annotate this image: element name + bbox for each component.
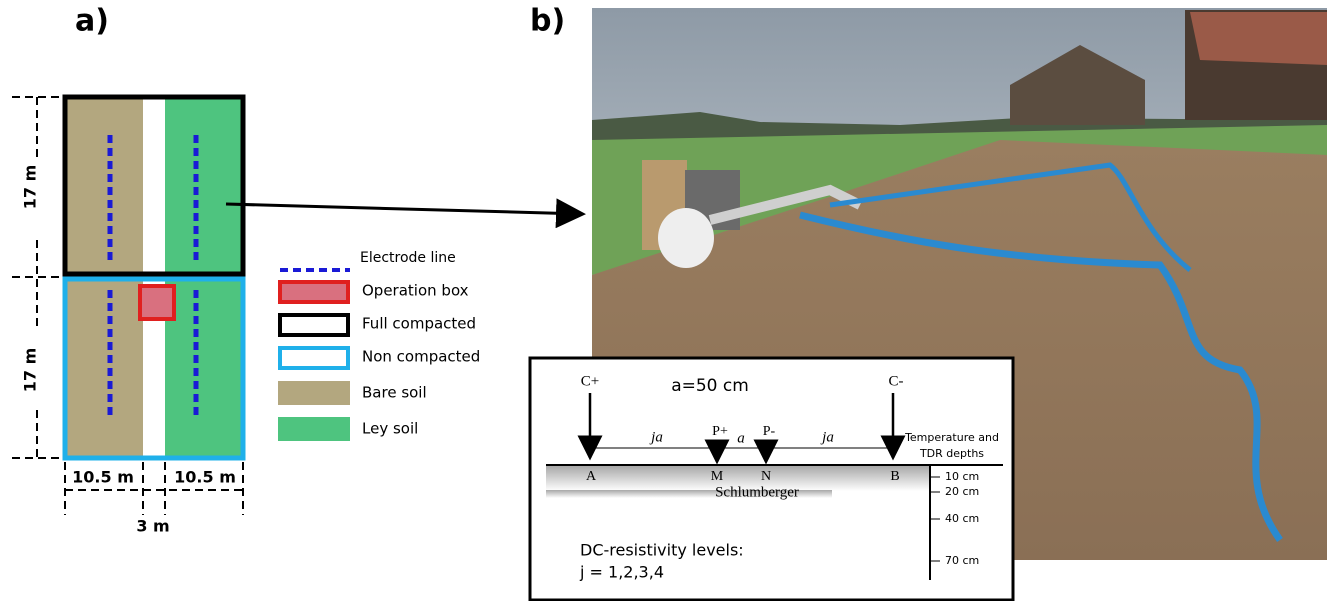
- legend-label: Bare soil: [362, 384, 427, 402]
- plot-bottom: [62, 276, 246, 461]
- dimension-lines: [12, 96, 244, 515]
- label: ja: [649, 429, 663, 445]
- dim-label: 17 m: [21, 348, 40, 393]
- label: 10 cm: [945, 470, 979, 483]
- operation-box: [138, 284, 176, 321]
- label: ja: [820, 429, 834, 445]
- inset: C+ C- a=50 cm ja P+ a P- ja A M N B Schl…: [528, 356, 1015, 602]
- dim-label: 17 m: [21, 165, 40, 210]
- legend-label: Electrode line: [360, 250, 456, 266]
- label: C+: [581, 373, 599, 389]
- label: 70 cm: [945, 554, 979, 567]
- label: N: [761, 469, 771, 484]
- dim-label: 10.5 m: [72, 468, 134, 487]
- label: j = 1,2,3,4: [579, 563, 664, 582]
- panel-label: b): [530, 4, 565, 39]
- legend-label: Non compacted: [362, 348, 480, 366]
- label: TDR depths: [919, 447, 984, 460]
- label: a: [737, 430, 745, 446]
- label: P-: [763, 424, 776, 439]
- legend-label: Full compacted: [362, 315, 476, 333]
- label: 20 cm: [945, 485, 979, 498]
- label: Temperature and: [904, 431, 999, 444]
- panel-label: a): [75, 4, 109, 39]
- label: A: [586, 469, 597, 484]
- label: P+: [712, 424, 728, 439]
- label: Schlumberger: [715, 484, 799, 500]
- pointer-arrow: [225, 198, 586, 229]
- legend-label: Ley soil: [362, 420, 418, 438]
- label: a=50 cm: [671, 376, 749, 396]
- label: M: [711, 469, 724, 484]
- dim-label: 3 m: [136, 517, 169, 536]
- plot-top: [62, 94, 246, 277]
- legend-label: Operation box: [362, 282, 469, 300]
- electrode-lines: [107, 135, 199, 416]
- label: DC-resistivity levels:: [580, 541, 744, 560]
- legend: Electrode line Operation box Full compac…: [278, 250, 480, 441]
- label: 40 cm: [945, 512, 979, 525]
- label: B: [890, 469, 899, 484]
- label: C-: [889, 373, 904, 389]
- dim-label: 10.5 m: [174, 468, 236, 487]
